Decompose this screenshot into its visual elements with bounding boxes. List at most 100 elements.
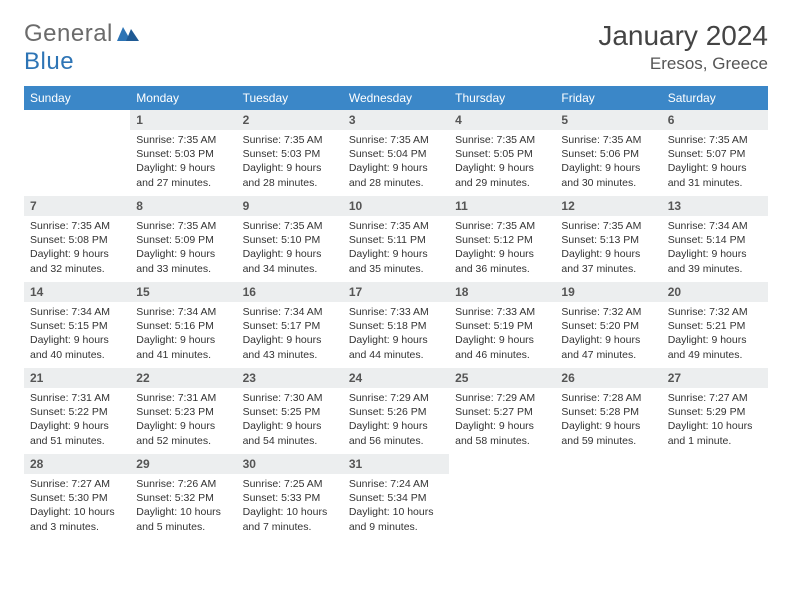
day-details: Sunrise: 7:28 AMSunset: 5:28 PMDaylight:… <box>555 388 661 454</box>
day-header: Sunday <box>24 86 130 110</box>
day-cell: 25Sunrise: 7:29 AMSunset: 5:27 PMDayligh… <box>449 368 555 454</box>
day-header: Tuesday <box>237 86 343 110</box>
day-cell: 24Sunrise: 7:29 AMSunset: 5:26 PMDayligh… <box>343 368 449 454</box>
empty-day <box>662 454 768 540</box>
day-details: Sunrise: 7:29 AMSunset: 5:26 PMDaylight:… <box>343 388 449 454</box>
day-cell: 1Sunrise: 7:35 AMSunset: 5:03 PMDaylight… <box>130 110 236 196</box>
day-cell: 17Sunrise: 7:33 AMSunset: 5:18 PMDayligh… <box>343 282 449 368</box>
empty-day <box>24 110 130 196</box>
day-details: Sunrise: 7:35 AMSunset: 5:04 PMDaylight:… <box>343 130 449 196</box>
day-details: Sunrise: 7:34 AMSunset: 5:15 PMDaylight:… <box>24 302 130 368</box>
day-header: Friday <box>555 86 661 110</box>
day-cell: 2Sunrise: 7:35 AMSunset: 5:03 PMDaylight… <box>237 110 343 196</box>
day-cell: 5Sunrise: 7:35 AMSunset: 5:06 PMDaylight… <box>555 110 661 196</box>
day-details: Sunrise: 7:24 AMSunset: 5:34 PMDaylight:… <box>343 474 449 540</box>
logo-text-blue: Blue <box>24 48 74 75</box>
day-details: Sunrise: 7:35 AMSunset: 5:09 PMDaylight:… <box>130 216 236 282</box>
empty-day <box>449 454 555 540</box>
day-number: 23 <box>237 368 343 388</box>
day-number: 20 <box>662 282 768 302</box>
day-cell: 9Sunrise: 7:35 AMSunset: 5:10 PMDaylight… <box>237 196 343 282</box>
week-row: 7Sunrise: 7:35 AMSunset: 5:08 PMDaylight… <box>24 196 768 282</box>
day-number: 13 <box>662 196 768 216</box>
day-details: Sunrise: 7:35 AMSunset: 5:12 PMDaylight:… <box>449 216 555 282</box>
day-number: 1 <box>130 110 236 130</box>
day-number: 8 <box>130 196 236 216</box>
day-details: Sunrise: 7:35 AMSunset: 5:03 PMDaylight:… <box>130 130 236 196</box>
day-details: Sunrise: 7:25 AMSunset: 5:33 PMDaylight:… <box>237 474 343 540</box>
day-number: 17 <box>343 282 449 302</box>
day-cell: 18Sunrise: 7:33 AMSunset: 5:19 PMDayligh… <box>449 282 555 368</box>
day-details: Sunrise: 7:34 AMSunset: 5:16 PMDaylight:… <box>130 302 236 368</box>
day-number: 3 <box>343 110 449 130</box>
title-block: January 2024 Eresos, Greece <box>598 20 768 74</box>
day-cell: 20Sunrise: 7:32 AMSunset: 5:21 PMDayligh… <box>662 282 768 368</box>
day-details: Sunrise: 7:34 AMSunset: 5:14 PMDaylight:… <box>662 216 768 282</box>
week-row: 14Sunrise: 7:34 AMSunset: 5:15 PMDayligh… <box>24 282 768 368</box>
day-details: Sunrise: 7:31 AMSunset: 5:23 PMDaylight:… <box>130 388 236 454</box>
day-cell: 26Sunrise: 7:28 AMSunset: 5:28 PMDayligh… <box>555 368 661 454</box>
day-number: 16 <box>237 282 343 302</box>
day-number: 5 <box>555 110 661 130</box>
day-header: Monday <box>130 86 236 110</box>
day-details: Sunrise: 7:35 AMSunset: 5:13 PMDaylight:… <box>555 216 661 282</box>
day-number: 2 <box>237 110 343 130</box>
logo: GeneralBlue <box>24 20 139 76</box>
day-header: Wednesday <box>343 86 449 110</box>
day-number: 29 <box>130 454 236 474</box>
calendar-table: SundayMondayTuesdayWednesdayThursdayFrid… <box>24 86 768 540</box>
day-details: Sunrise: 7:33 AMSunset: 5:19 PMDaylight:… <box>449 302 555 368</box>
day-number: 26 <box>555 368 661 388</box>
location: Eresos, Greece <box>598 54 768 74</box>
day-number: 9 <box>237 196 343 216</box>
day-number: 18 <box>449 282 555 302</box>
day-number: 22 <box>130 368 236 388</box>
day-header: Thursday <box>449 86 555 110</box>
day-details: Sunrise: 7:35 AMSunset: 5:08 PMDaylight:… <box>24 216 130 282</box>
day-details: Sunrise: 7:33 AMSunset: 5:18 PMDaylight:… <box>343 302 449 368</box>
day-number: 30 <box>237 454 343 474</box>
day-number: 14 <box>24 282 130 302</box>
week-row: 21Sunrise: 7:31 AMSunset: 5:22 PMDayligh… <box>24 368 768 454</box>
day-cell: 6Sunrise: 7:35 AMSunset: 5:07 PMDaylight… <box>662 110 768 196</box>
day-number: 21 <box>24 368 130 388</box>
day-cell: 27Sunrise: 7:27 AMSunset: 5:29 PMDayligh… <box>662 368 768 454</box>
day-cell: 19Sunrise: 7:32 AMSunset: 5:20 PMDayligh… <box>555 282 661 368</box>
day-details: Sunrise: 7:35 AMSunset: 5:10 PMDaylight:… <box>237 216 343 282</box>
day-details: Sunrise: 7:27 AMSunset: 5:30 PMDaylight:… <box>24 474 130 540</box>
logo-sail-icon <box>117 20 139 48</box>
day-details: Sunrise: 7:35 AMSunset: 5:11 PMDaylight:… <box>343 216 449 282</box>
week-row: 28Sunrise: 7:27 AMSunset: 5:30 PMDayligh… <box>24 454 768 540</box>
day-cell: 22Sunrise: 7:31 AMSunset: 5:23 PMDayligh… <box>130 368 236 454</box>
month-title: January 2024 <box>598 20 768 52</box>
day-cell: 8Sunrise: 7:35 AMSunset: 5:09 PMDaylight… <box>130 196 236 282</box>
day-number: 4 <box>449 110 555 130</box>
day-number: 6 <box>662 110 768 130</box>
day-cell: 31Sunrise: 7:24 AMSunset: 5:34 PMDayligh… <box>343 454 449 540</box>
day-cell: 13Sunrise: 7:34 AMSunset: 5:14 PMDayligh… <box>662 196 768 282</box>
day-cell: 4Sunrise: 7:35 AMSunset: 5:05 PMDaylight… <box>449 110 555 196</box>
day-cell: 10Sunrise: 7:35 AMSunset: 5:11 PMDayligh… <box>343 196 449 282</box>
day-cell: 21Sunrise: 7:31 AMSunset: 5:22 PMDayligh… <box>24 368 130 454</box>
day-cell: 12Sunrise: 7:35 AMSunset: 5:13 PMDayligh… <box>555 196 661 282</box>
calendar-head: SundayMondayTuesdayWednesdayThursdayFrid… <box>24 86 768 110</box>
day-details: Sunrise: 7:29 AMSunset: 5:27 PMDaylight:… <box>449 388 555 454</box>
day-cell: 28Sunrise: 7:27 AMSunset: 5:30 PMDayligh… <box>24 454 130 540</box>
day-cell: 7Sunrise: 7:35 AMSunset: 5:08 PMDaylight… <box>24 196 130 282</box>
day-number: 27 <box>662 368 768 388</box>
day-header: Saturday <box>662 86 768 110</box>
day-cell: 23Sunrise: 7:30 AMSunset: 5:25 PMDayligh… <box>237 368 343 454</box>
day-header-row: SundayMondayTuesdayWednesdayThursdayFrid… <box>24 86 768 110</box>
day-details: Sunrise: 7:27 AMSunset: 5:29 PMDaylight:… <box>662 388 768 454</box>
logo-text-general: General <box>24 20 113 47</box>
day-details: Sunrise: 7:31 AMSunset: 5:22 PMDaylight:… <box>24 388 130 454</box>
day-number: 11 <box>449 196 555 216</box>
day-details: Sunrise: 7:35 AMSunset: 5:05 PMDaylight:… <box>449 130 555 196</box>
calendar-body: 1Sunrise: 7:35 AMSunset: 5:03 PMDaylight… <box>24 110 768 540</box>
day-cell: 29Sunrise: 7:26 AMSunset: 5:32 PMDayligh… <box>130 454 236 540</box>
header: GeneralBlue January 2024 Eresos, Greece <box>24 20 768 76</box>
day-cell: 16Sunrise: 7:34 AMSunset: 5:17 PMDayligh… <box>237 282 343 368</box>
day-number: 24 <box>343 368 449 388</box>
day-number: 28 <box>24 454 130 474</box>
day-cell: 11Sunrise: 7:35 AMSunset: 5:12 PMDayligh… <box>449 196 555 282</box>
